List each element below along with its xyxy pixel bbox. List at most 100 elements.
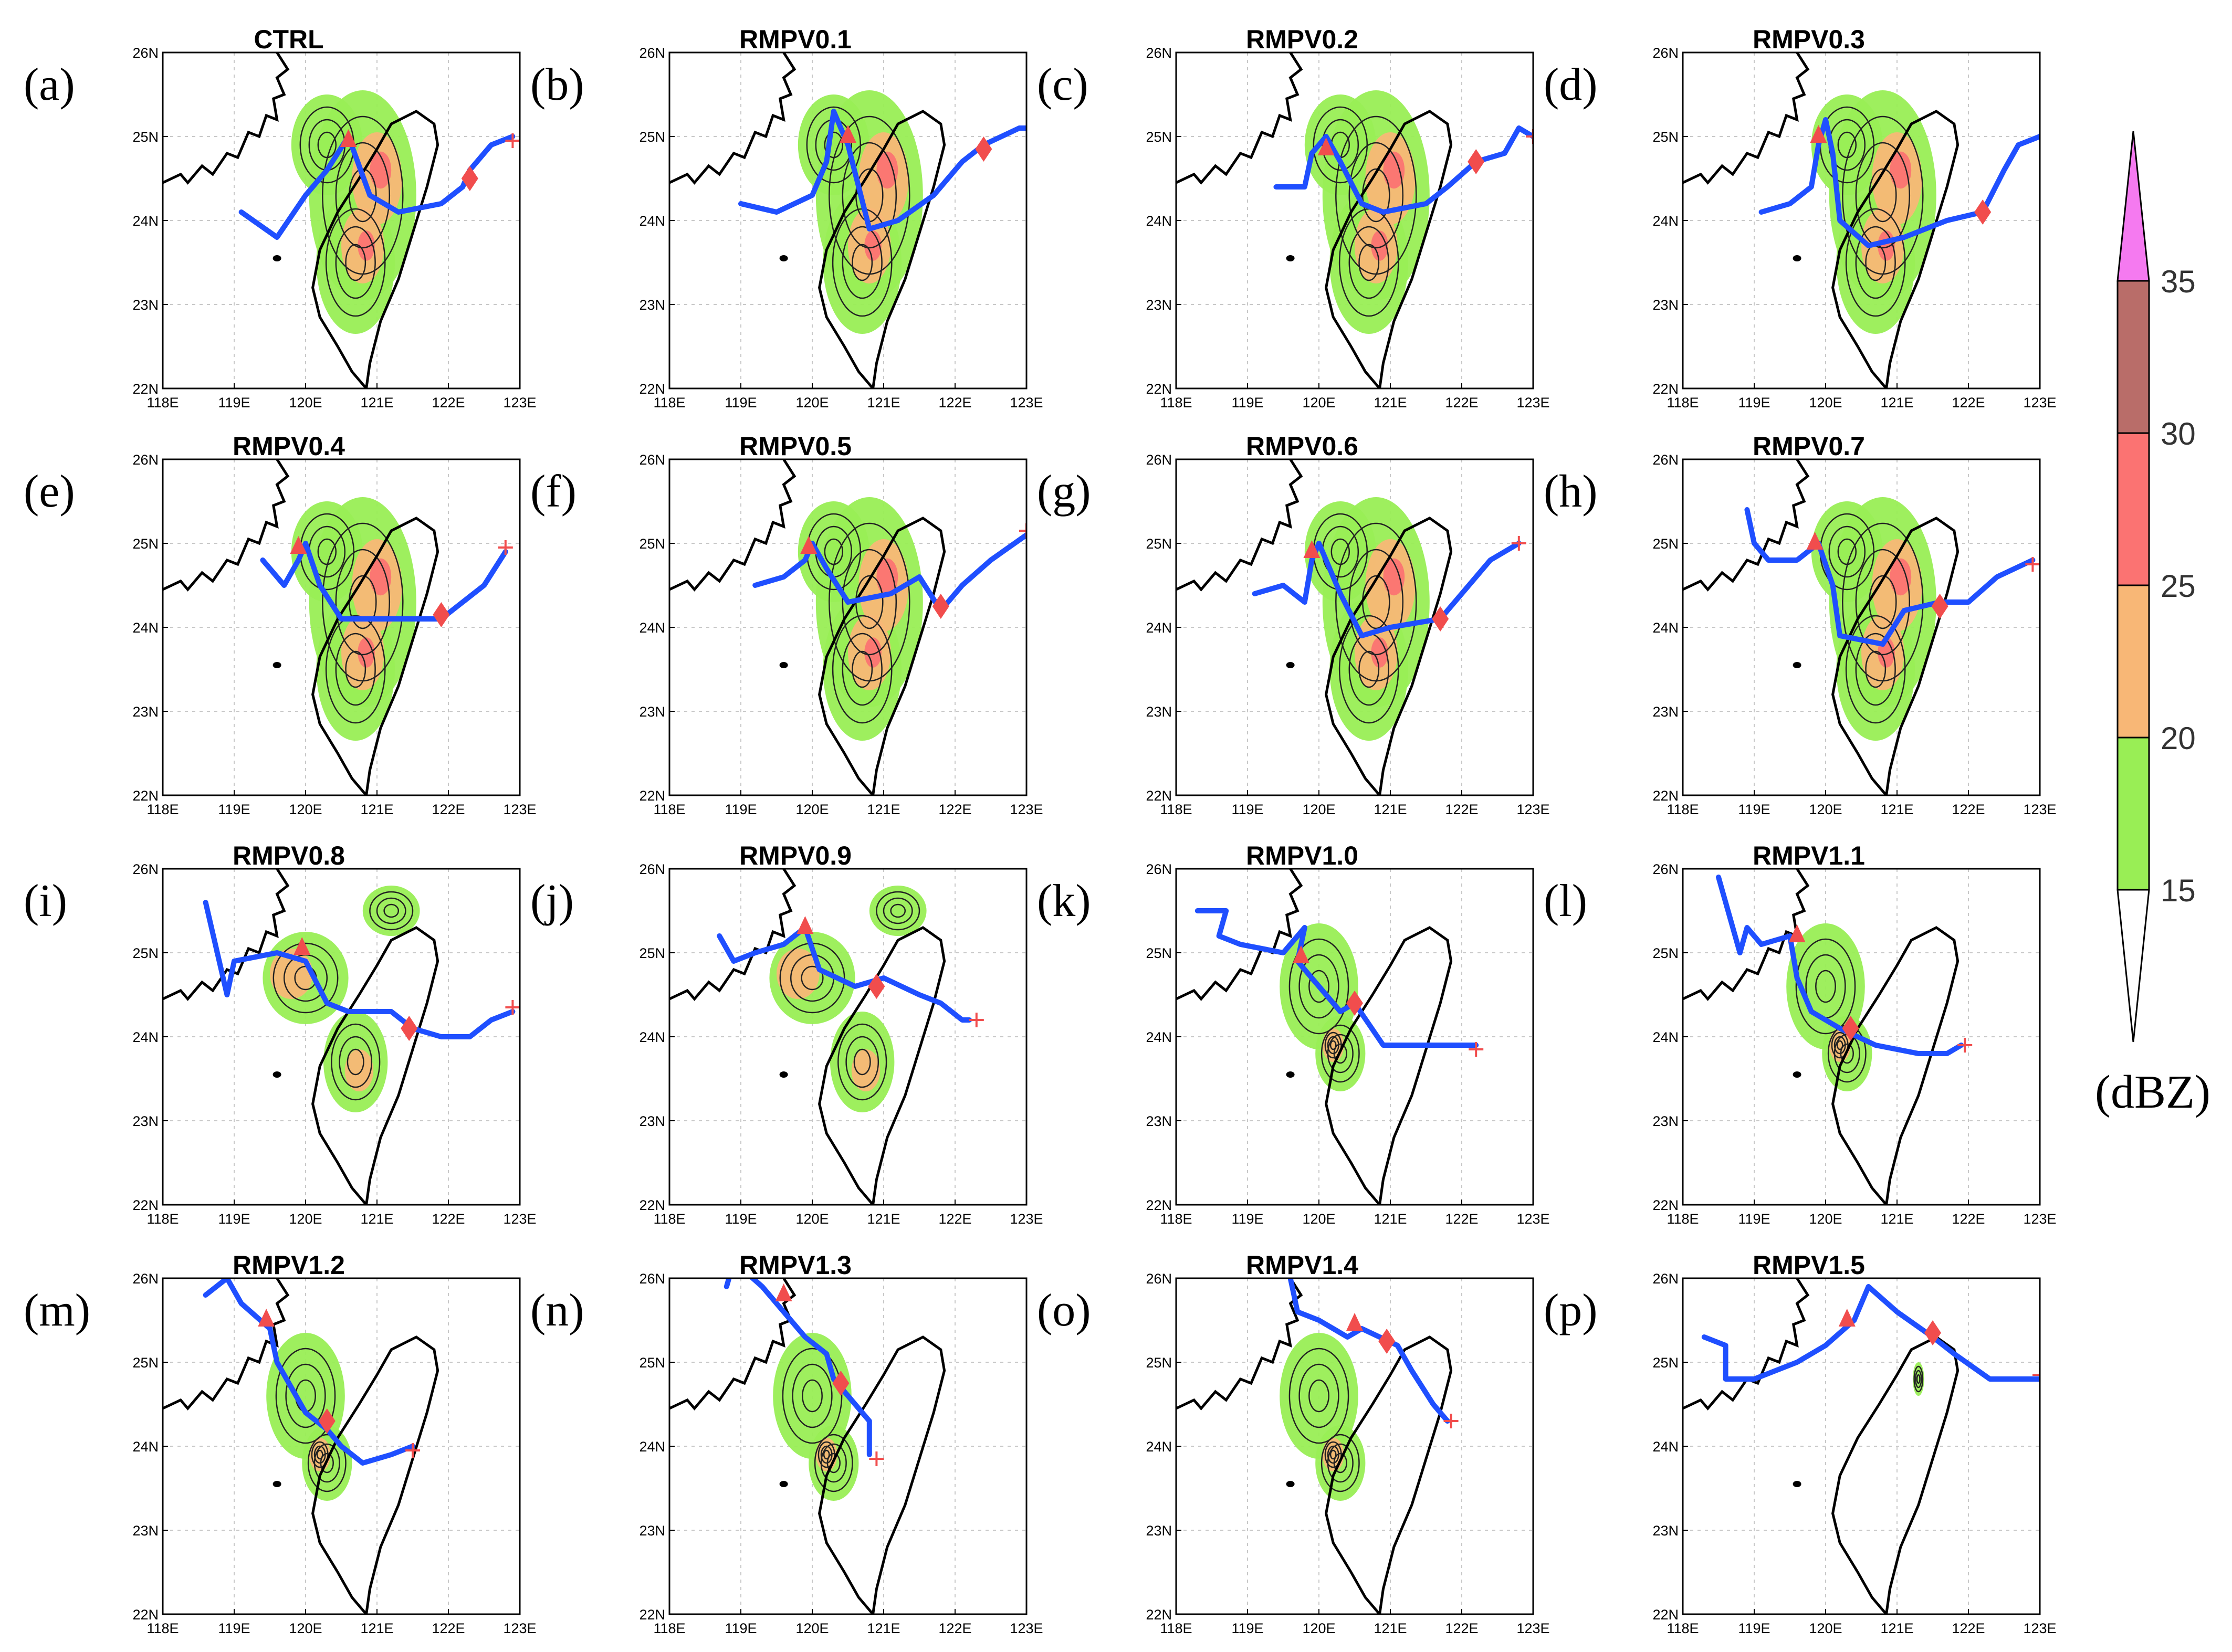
map-content — [1176, 869, 1533, 1205]
y-tick-label: 24N — [639, 620, 665, 636]
triangle-marker — [1303, 540, 1321, 558]
y-tick-label: 24N — [1146, 1029, 1172, 1045]
y-tick-label: 22N — [132, 381, 159, 397]
y-tick-label: 22N — [639, 1197, 665, 1213]
penghu-island — [1793, 255, 1801, 261]
penghu-island — [1286, 1071, 1295, 1078]
triangle-marker — [294, 937, 311, 955]
rain-contour — [383, 903, 400, 918]
y-tick-label: 26N — [132, 1271, 159, 1287]
panel-label: (f) — [530, 466, 577, 517]
y-tick-label: 26N — [1146, 1271, 1172, 1287]
panel-label: (o) — [1037, 1285, 1091, 1336]
x-tick-label: 121E — [1374, 395, 1407, 411]
panel-label: (a) — [24, 59, 75, 110]
panel-title: RMPV0.7 — [1753, 432, 1865, 461]
y-tick-label: 22N — [1146, 1607, 1172, 1623]
x-tick-label: 123E — [1010, 1211, 1043, 1227]
rain-contour — [1338, 615, 1399, 724]
y-tick-label: 24N — [1652, 213, 1679, 229]
map-panel: 118E 119E 120E 121E 122E 123E 22N 23N 24N 25N 26N R… — [530, 432, 1043, 817]
map-panel: 118E 119E 120E 121E 122E 123E 22N 23N 24N 25N 26N R… — [530, 1250, 1043, 1636]
y-tick-label: 22N — [1652, 1607, 1679, 1623]
x-tick-label: 120E — [1809, 395, 1842, 411]
rain-contour — [845, 1036, 879, 1088]
rain-contour — [1324, 1441, 1342, 1468]
cross-marker — [1511, 536, 1526, 551]
rain-contour — [818, 1441, 835, 1468]
y-tick-label: 26N — [1652, 452, 1679, 468]
rain-contour — [883, 897, 913, 924]
y-tick-label: 23N — [1146, 1523, 1172, 1539]
cross-marker — [505, 133, 520, 148]
taiwan-coastline — [818, 1335, 946, 1614]
x-tick-label: 123E — [1516, 1211, 1549, 1227]
rain-contour — [285, 1363, 326, 1428]
diamond-marker — [1432, 606, 1449, 632]
x-tick-label: 118E — [1667, 1621, 1699, 1636]
map-content — [163, 52, 520, 388]
y-tick-label: 23N — [639, 704, 665, 720]
x-tick-label: 122E — [432, 1211, 465, 1227]
reflectivity-area — [1304, 94, 1376, 195]
rain-contour — [1837, 131, 1857, 159]
x-tick-label: 123E — [2023, 1211, 2056, 1227]
y-tick-label: 23N — [1146, 704, 1172, 720]
x-tick-label: 123E — [1516, 1621, 1549, 1636]
y-tick-label: 24N — [132, 1029, 159, 1045]
taiwan-coastline — [1831, 110, 1959, 388]
penghu-island — [1286, 1481, 1295, 1487]
typhoon-track — [260, 541, 508, 622]
rain-contour — [1321, 1434, 1360, 1492]
rain-contour — [842, 549, 897, 656]
typhoon-track — [717, 925, 972, 1023]
mainland-coastline — [1683, 52, 1810, 185]
rain-contour — [345, 244, 366, 281]
penghu-island — [273, 255, 281, 261]
map-content — [163, 459, 520, 795]
y-tick-label: 24N — [132, 1439, 159, 1455]
y-tick-label: 25N — [132, 1355, 159, 1371]
rain-contour — [1329, 1040, 1337, 1050]
x-tick-label: 122E — [938, 802, 971, 817]
map-panel: 118E 119E 120E 121E 122E 123E 22N 23N 24N 25N 26N R… — [530, 25, 1043, 411]
x-tick-label: 121E — [360, 395, 393, 411]
triangle-marker — [800, 536, 818, 554]
x-tick-label: 119E — [218, 395, 250, 411]
typhoon-track — [1744, 507, 2036, 647]
diamond-marker — [461, 166, 478, 191]
y-tick-label: 24N — [1146, 620, 1172, 636]
taiwan-coastline — [818, 926, 946, 1205]
y-tick-label: 26N — [639, 452, 665, 468]
panel-label: (k) — [1037, 876, 1091, 927]
rain-contour — [1358, 244, 1380, 281]
reflectivity-area — [370, 151, 392, 189]
x-tick-label: 123E — [503, 802, 536, 817]
y-tick-label: 24N — [639, 1439, 665, 1455]
rain-contour — [1327, 1445, 1339, 1464]
rain-contour — [1308, 970, 1329, 1003]
x-tick-label: 119E — [1231, 802, 1263, 817]
reflectivity-area — [291, 501, 363, 602]
x-tick-label: 121E — [867, 1621, 900, 1636]
y-tick-label: 26N — [1146, 452, 1172, 468]
rain-contour — [852, 650, 873, 688]
triangle-marker — [340, 129, 357, 147]
mainland-coastline — [1683, 1278, 1810, 1411]
x-tick-label: 123E — [1010, 1621, 1043, 1636]
diamond-marker — [1931, 594, 1948, 619]
rain-contour — [814, 1434, 853, 1492]
x-tick-label: 120E — [1302, 395, 1335, 411]
x-tick-label: 121E — [1374, 1211, 1407, 1227]
mainland-coastline — [1683, 459, 1810, 592]
x-tick-label: 119E — [1738, 395, 1770, 411]
panel-title: RMPV0.8 — [233, 841, 345, 870]
x-tick-label: 119E — [1738, 1621, 1770, 1636]
x-tick-label: 118E — [146, 1211, 179, 1227]
map-panel: 118E 119E 120E 121E 122E 123E 22N 23N 24N 25N 26N R… — [530, 841, 1043, 1227]
rain-contour — [1845, 208, 1906, 317]
panel-label: (j) — [530, 876, 574, 927]
map-panel: 118E 119E 120E 121E 122E 123E 22N 23N 24N 25N 26N R… — [1037, 25, 1550, 411]
x-tick-label: 123E — [2023, 395, 2056, 411]
map-panel: 118E 119E 120E 121E 122E 123E 22N 23N 24N 25N 26N R… — [1544, 432, 2057, 817]
